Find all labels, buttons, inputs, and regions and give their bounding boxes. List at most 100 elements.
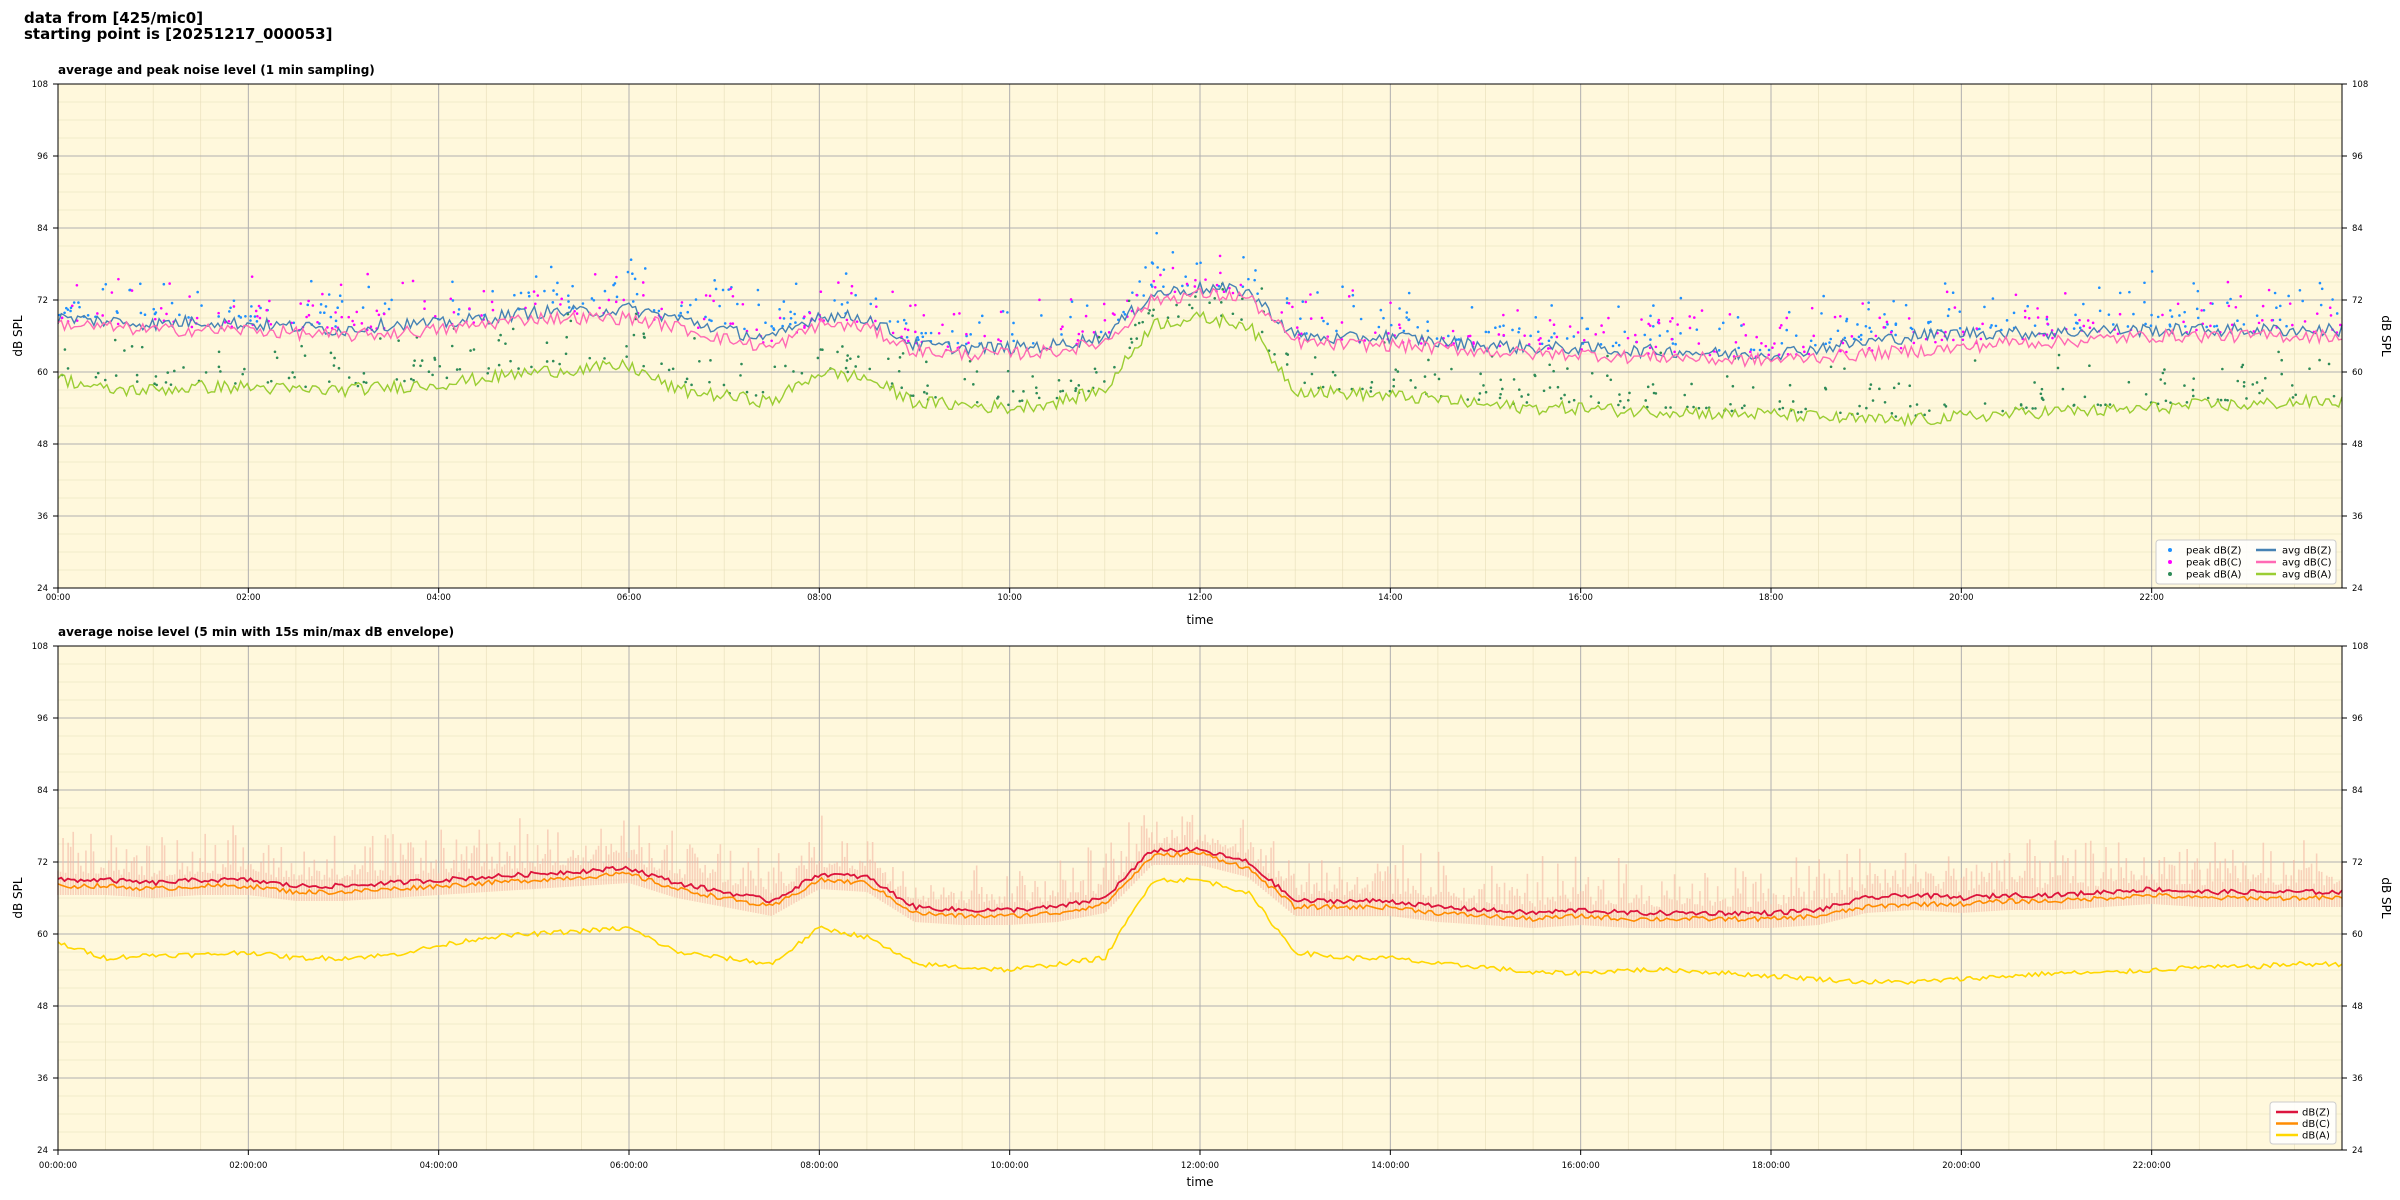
y-tick-label-left: 96	[37, 714, 48, 724]
peak-point	[764, 321, 767, 324]
peak-point	[875, 305, 878, 308]
peak-point	[1512, 378, 1516, 381]
peak-point	[667, 368, 671, 372]
peak-point	[887, 357, 890, 361]
peak-point	[1260, 287, 1264, 290]
peak-point	[1651, 383, 1655, 386]
peak-point	[232, 299, 236, 302]
y-axis-label-right: dB SPL	[2379, 315, 2393, 357]
peak-point	[1600, 324, 1603, 327]
peak-point	[2057, 353, 2061, 357]
peak-point	[259, 306, 262, 310]
x-tick-label: 04:00:00	[420, 1161, 458, 1171]
peak-point	[1387, 332, 1390, 335]
peak-point	[1144, 266, 1147, 269]
peak-point	[1617, 343, 1621, 347]
peak-point	[1590, 371, 1594, 375]
peak-point	[1435, 337, 1439, 340]
peak-point	[1260, 330, 1264, 334]
peak-point	[743, 327, 746, 331]
peak-point	[708, 294, 712, 298]
peak-point	[1730, 409, 1734, 413]
peak-point	[590, 297, 594, 300]
peak-point	[770, 339, 773, 343]
peak-point	[1199, 261, 1202, 265]
peak-point	[2291, 323, 2294, 327]
peak-point	[1331, 370, 1335, 374]
peak-point	[101, 314, 104, 317]
peak-point	[123, 349, 126, 352]
peak-point	[128, 288, 131, 292]
peak-point	[1389, 301, 1392, 305]
peak-point	[1658, 334, 1662, 337]
peak-point	[911, 394, 915, 398]
peak-point	[980, 314, 984, 318]
legend: peak dB(Z) avg dB(Z) peak dB(C) avg dB(C) pe…	[2155, 539, 2337, 585]
peak-point	[633, 277, 637, 281]
peak-point	[1310, 372, 1314, 376]
legend-marker	[2168, 548, 2172, 552]
peak-point	[1904, 303, 1908, 307]
peak-point	[1540, 342, 1544, 346]
peak-point	[2288, 302, 2292, 305]
peak-point	[1402, 329, 1406, 333]
peak-point	[803, 315, 806, 318]
peak-point	[1648, 346, 1652, 350]
peak-point	[2278, 318, 2282, 322]
peak-point	[2273, 291, 2277, 295]
peak-point	[1734, 341, 1738, 344]
peak-point	[1721, 321, 1725, 325]
peak-point	[509, 359, 512, 363]
x-tick-label: 14:00:00	[1371, 1161, 1409, 1171]
peak-point	[1867, 301, 1870, 304]
peak-point	[1729, 402, 1732, 406]
peak-point	[2046, 322, 2049, 326]
peak-point	[1377, 325, 1381, 329]
peak-point	[1099, 330, 1103, 334]
peak-point	[409, 377, 413, 381]
peak-point	[117, 277, 120, 281]
peak-point	[1582, 338, 1586, 342]
peak-point	[1767, 348, 1771, 352]
peak-point	[1606, 374, 1609, 378]
peak-point	[534, 302, 537, 306]
peak-point	[1153, 286, 1157, 289]
peak-point	[857, 355, 860, 358]
peak-point	[1379, 308, 1383, 312]
peak-point	[968, 359, 972, 363]
peak-point	[318, 322, 321, 325]
peak-point	[1961, 338, 1965, 342]
peak-point	[196, 290, 199, 294]
peak-point	[490, 300, 494, 304]
peak-point	[1609, 378, 1613, 382]
peak-point	[255, 320, 259, 323]
peak-point	[1845, 317, 1849, 321]
peak-point	[77, 301, 80, 304]
peak-point	[307, 299, 310, 303]
peak-point	[1152, 279, 1156, 283]
peak-point	[1547, 339, 1551, 343]
peak-point	[401, 281, 405, 285]
peak-point	[1069, 315, 1072, 319]
peak-point	[1536, 330, 1540, 334]
peak-point	[1676, 323, 1679, 326]
peak-point	[1392, 378, 1396, 382]
peak-point	[162, 282, 166, 286]
peak-point	[2163, 382, 2167, 385]
peak-point	[569, 319, 573, 323]
peak-point	[1566, 367, 1569, 370]
peak-point	[1690, 382, 1693, 386]
peak-point	[1374, 331, 1377, 334]
peak-point	[1572, 398, 1576, 402]
peak-point	[2074, 321, 2078, 325]
peak-point	[1664, 406, 1668, 409]
peak-point	[1868, 326, 1871, 330]
peak-point	[268, 299, 271, 303]
peak-point	[1287, 301, 1291, 305]
peak-point	[1020, 399, 1024, 402]
peak-point	[1159, 273, 1162, 277]
peak-point	[2031, 407, 2034, 410]
peak-point	[1221, 288, 1225, 291]
peak-point	[1814, 343, 1817, 347]
peak-point	[1247, 277, 1250, 281]
